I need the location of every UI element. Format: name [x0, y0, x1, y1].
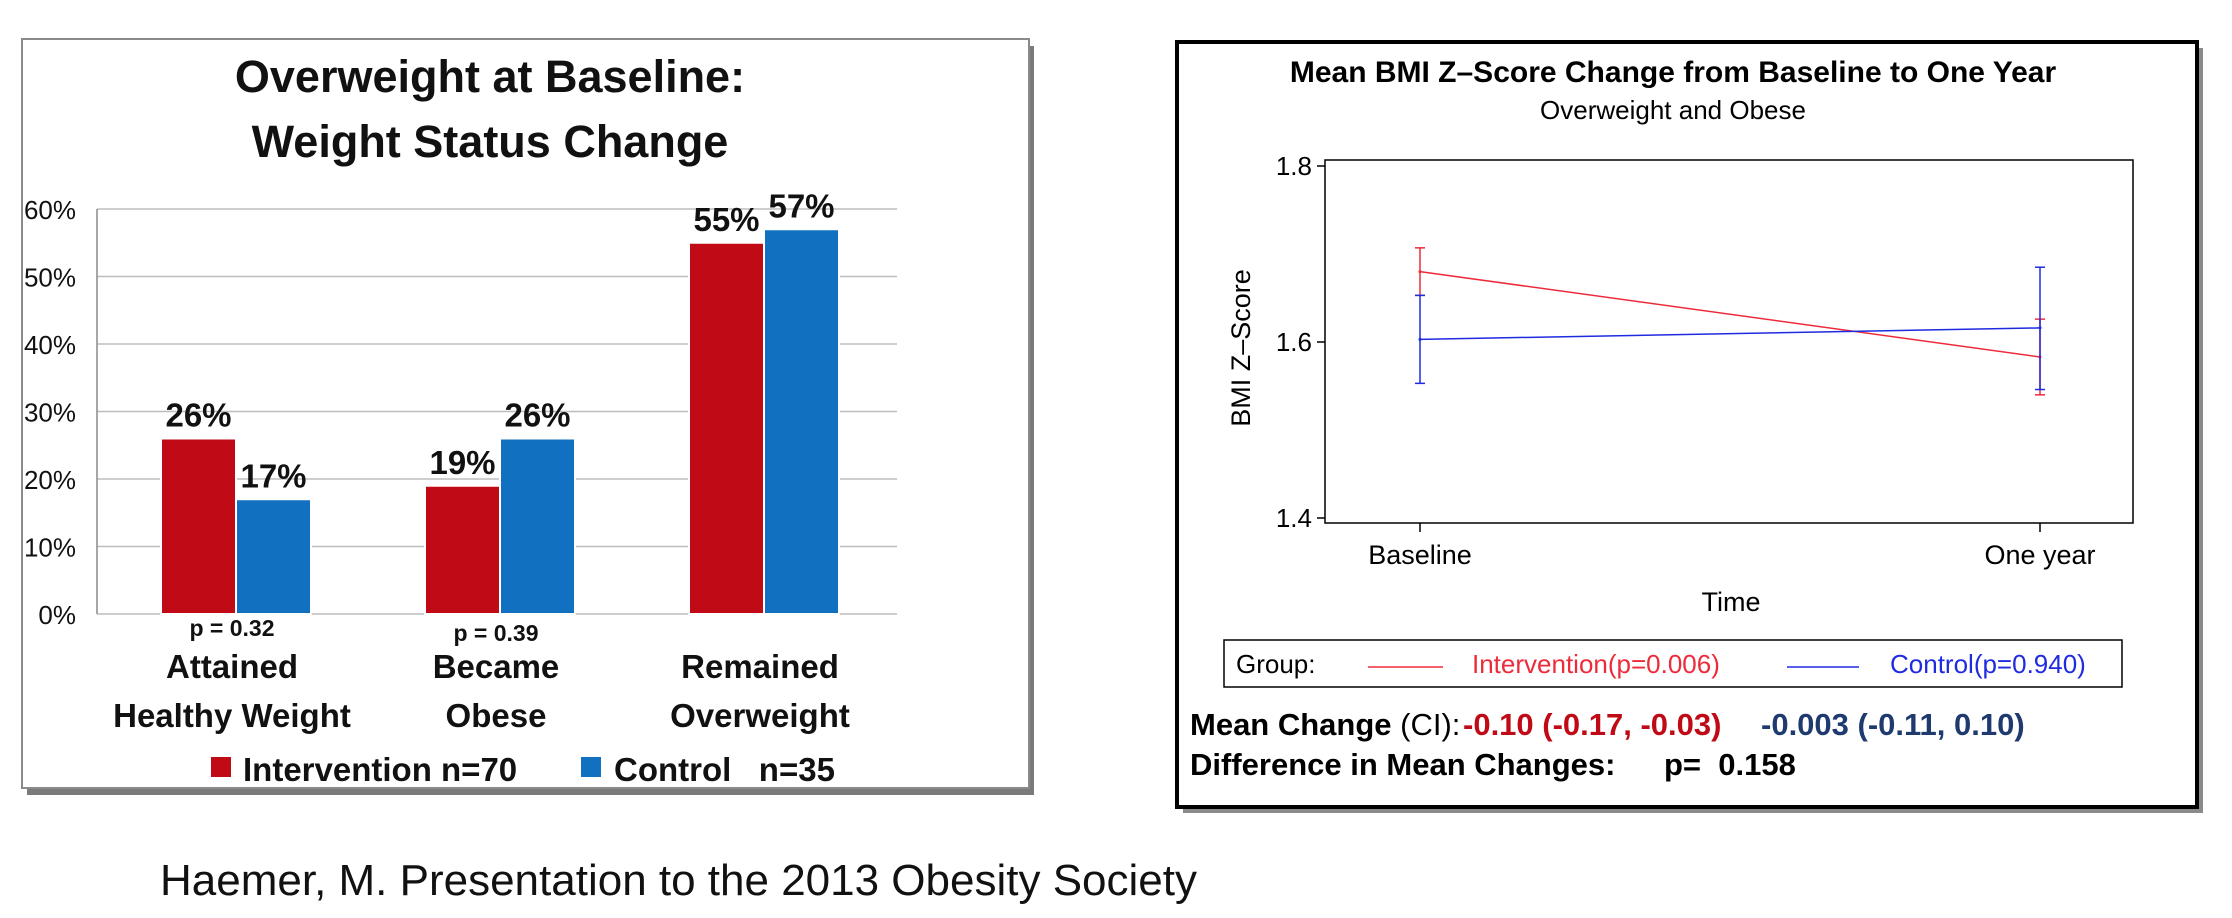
y-tick-label: 20%	[24, 465, 76, 495]
y-tick-label: 60%	[24, 195, 76, 225]
bar-value-label: 26%	[165, 397, 231, 434]
bar-intervention-1	[424, 484, 501, 615]
right-legend-label-control: Control(p=0.940)	[1890, 649, 2086, 679]
right-legend-frame	[1223, 639, 2123, 688]
x-tick-label: One year	[1984, 540, 2095, 570]
category-label: Remained	[681, 648, 839, 685]
category-label: Obese	[446, 697, 547, 734]
data-point-control	[2038, 326, 2042, 330]
bar-value-label: 19%	[429, 444, 495, 481]
y-tick-label: 50%	[24, 263, 76, 293]
right-chart-subtitle: Overweight and Obese	[1540, 95, 1806, 125]
data-point-intervention	[1418, 270, 1422, 274]
figure-caption: Haemer, M. Presentation to the 2013 Obes…	[160, 856, 1197, 905]
bar-control-2	[763, 228, 840, 615]
bar-value-label: 26%	[504, 397, 570, 434]
mean-change-ci-label: (CI):	[1392, 707, 1461, 742]
bar-intervention-0	[160, 437, 237, 615]
y-tick-label: 30%	[24, 398, 76, 428]
x-tick-label: Baseline	[1368, 540, 1472, 570]
mean-change-line: Mean Change (CI):	[1190, 707, 1460, 742]
series-line-control	[1419, 327, 2041, 341]
y-tick-label: 40%	[24, 330, 76, 360]
y-tick-label: 1.4	[1276, 503, 1312, 533]
bar-control-1	[499, 437, 576, 615]
right-x-axis-label: Time	[1702, 587, 1761, 617]
left-bar-labels: 26%19%55%17%26%57%	[165, 187, 834, 494]
right-legend-label-intervention: Intervention(p=0.006)	[1472, 649, 1720, 679]
left-y-axis-ticks: 60% 50% 40% 30% 20% 10% 0%	[24, 195, 76, 630]
left-chart-title-line-2: Weight Status Change	[252, 116, 729, 167]
bar-control-0	[235, 498, 312, 615]
bar-value-label: 57%	[768, 187, 834, 224]
control-mean-change: -0.003 (-0.11, 0.10)	[1761, 707, 2025, 742]
category-label: Attained	[166, 648, 298, 685]
left-legend: Intervention n=70 Control n=35	[211, 751, 835, 788]
difference-p-value: p= 0.158	[1664, 747, 1796, 782]
y-tick-label: 1.8	[1276, 151, 1312, 181]
category-label: Overweight	[670, 697, 850, 734]
intervention-mean-change: -0.10 (-0.17, -0.03)	[1463, 707, 1721, 742]
right-chart-title: Mean BMI Z–Score Change from Baseline to…	[1290, 56, 2057, 89]
category-label: Healthy Weight	[113, 697, 351, 734]
difference-label: Difference in Mean Changes:	[1190, 747, 1615, 782]
left-chart-title-line-1: Overweight at Baseline:	[235, 51, 745, 102]
bar-intervention-2	[688, 241, 765, 615]
right-y-axis-ticks: 1.8 1.6 1.4	[1276, 151, 1325, 533]
mean-change-label: Mean Change	[1190, 707, 1392, 742]
y-tick-label: 0%	[38, 600, 76, 630]
right-annotations: Mean Change (CI): -0.10 (-0.17, -0.03) -…	[1190, 707, 2025, 782]
legend-swatch-intervention	[211, 757, 231, 777]
right-legend-title: Group:	[1236, 649, 1316, 679]
left-category-labels: p = 0.32 Attained Healthy Weight p = 0.39Be…	[113, 615, 850, 734]
right-x-axis-ticks: Baseline One year	[1368, 523, 2096, 570]
legend-swatch-control	[581, 757, 601, 777]
y-tick-label: 1.6	[1276, 327, 1312, 357]
left-bars	[160, 228, 840, 615]
p-value-label: p = 0.32	[189, 615, 274, 641]
right-chart-panel: Mean BMI Z–Score Change from Baseline to…	[1175, 40, 2203, 813]
y-tick-label: 10%	[24, 533, 76, 563]
series-line-intervention	[1419, 270, 2041, 358]
legend-label-intervention: Intervention n=70	[243, 751, 517, 788]
right-series	[1415, 247, 2045, 396]
left-chart-panel: Overweight at Baseline: Weight Status Ch…	[21, 38, 1034, 795]
data-point-control	[1418, 337, 1422, 341]
right-panel-frame	[1175, 40, 2199, 809]
p-value-label: p = 0.39	[453, 620, 538, 646]
bar-value-label: 55%	[693, 201, 759, 238]
left-panel-frame	[21, 38, 1030, 789]
category-label: Became	[433, 648, 560, 685]
right-y-axis-label: BMI Z–Score	[1226, 269, 1256, 427]
legend-label-control: Control n=35	[614, 751, 835, 788]
right-legend: Group: Intervention(p=0.006) Control(p=0…	[1223, 639, 2123, 688]
bar-value-label: 17%	[240, 457, 306, 494]
